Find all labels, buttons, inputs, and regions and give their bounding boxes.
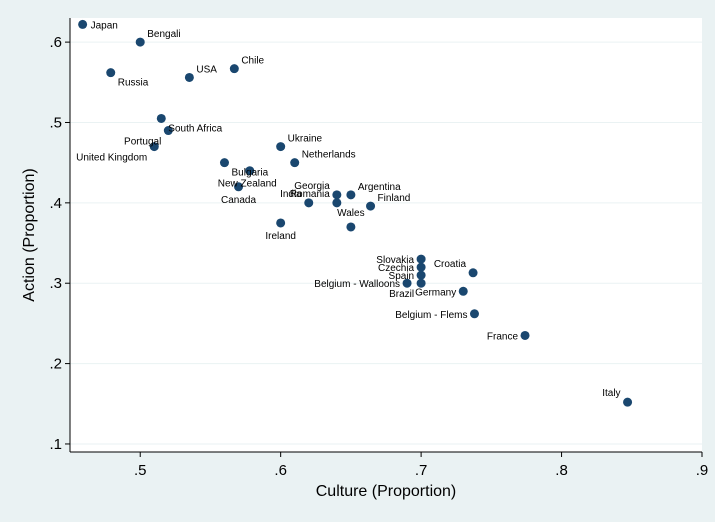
data-point	[416, 278, 426, 288]
y-axis-title: Action (Proportion)	[21, 168, 38, 301]
data-point-label: Czechia	[378, 263, 415, 274]
data-point	[163, 126, 173, 136]
data-point	[416, 254, 426, 264]
data-point	[106, 68, 116, 78]
data-point-label: Brazil	[389, 289, 414, 300]
data-point-label: United Kingdom	[76, 153, 147, 164]
data-point	[469, 309, 479, 319]
data-point-label: Chile	[241, 56, 264, 67]
data-point	[346, 222, 356, 232]
data-point-label: Ukraine	[288, 134, 323, 145]
x-tick-label: .5	[134, 462, 147, 479]
data-point-label: Belgium - Walloons	[314, 279, 400, 290]
data-point	[416, 262, 426, 272]
data-point-label: Italy	[602, 388, 620, 399]
data-point	[184, 72, 194, 82]
data-point	[332, 198, 342, 208]
data-point	[245, 166, 255, 176]
data-point-label: USA	[196, 64, 217, 75]
plot-area	[70, 18, 702, 452]
data-point-label: Finland	[378, 193, 411, 204]
data-point	[366, 201, 376, 211]
data-point-label: Portugal	[124, 137, 161, 148]
data-point-label: Argentina	[358, 182, 401, 193]
y-tick-label: .6	[49, 34, 62, 51]
data-point-label: South Africa	[168, 123, 222, 134]
data-point	[402, 278, 412, 288]
data-point-label: Netherlands	[302, 150, 356, 161]
data-point-label: Croatia	[434, 259, 467, 270]
x-tick-label: .6	[274, 462, 287, 479]
y-tick-label: .5	[49, 114, 62, 131]
data-point	[135, 37, 145, 47]
data-point-label: Bulgaria	[231, 168, 268, 179]
data-point	[332, 190, 342, 200]
x-tick-label: .8	[555, 462, 568, 479]
data-point	[78, 19, 88, 29]
data-point-label: Wales	[337, 208, 364, 219]
data-point	[458, 286, 468, 296]
y-tick-label: .1	[49, 436, 62, 453]
data-point	[229, 64, 239, 74]
x-axis-title: Culture (Proportion)	[316, 483, 457, 500]
data-point	[156, 113, 166, 123]
data-point	[520, 330, 530, 340]
data-point-label: Bengali	[147, 29, 180, 40]
data-point-label: Russia	[118, 78, 149, 89]
data-point	[468, 268, 478, 278]
data-point	[623, 397, 633, 407]
data-point-label: India	[280, 189, 302, 200]
data-point-label: Ireland	[265, 231, 296, 242]
data-point-label: Japan	[91, 20, 118, 31]
data-point	[149, 142, 159, 152]
y-tick-label: .3	[49, 275, 62, 292]
grid-lines	[70, 41, 702, 445]
data-point	[346, 190, 356, 200]
y-tick-label: .4	[49, 195, 62, 212]
data-point-label: Germany	[415, 287, 456, 298]
data-point	[416, 270, 426, 280]
data-point-label: Belgium - Flems	[395, 310, 467, 321]
data-point	[234, 182, 244, 192]
data-point-label: New Zealand	[218, 179, 277, 190]
x-tick-label: .9	[696, 462, 709, 479]
data-points	[78, 19, 633, 407]
data-point	[304, 198, 314, 208]
data-point-label: Spain	[389, 271, 415, 282]
axis-ticks: .1 .2 .3 .4 .5 .6 .5 .6 .7 .8 .9	[49, 34, 708, 479]
data-point	[276, 142, 286, 152]
data-point-label: Georgia	[294, 181, 330, 192]
data-point-label: Slovakia	[376, 255, 414, 266]
y-tick-label: .2	[49, 356, 62, 373]
data-point-label: France	[487, 331, 519, 342]
data-point	[219, 158, 229, 168]
point-labels: Japan Bengali Russia USA Chile South Africa Po…	[76, 20, 620, 399]
data-point	[276, 218, 286, 228]
data-point	[290, 158, 300, 168]
x-tick-label: .7	[415, 462, 428, 479]
data-point-label: Romania	[290, 189, 330, 200]
data-point-label: Canada	[221, 195, 256, 206]
